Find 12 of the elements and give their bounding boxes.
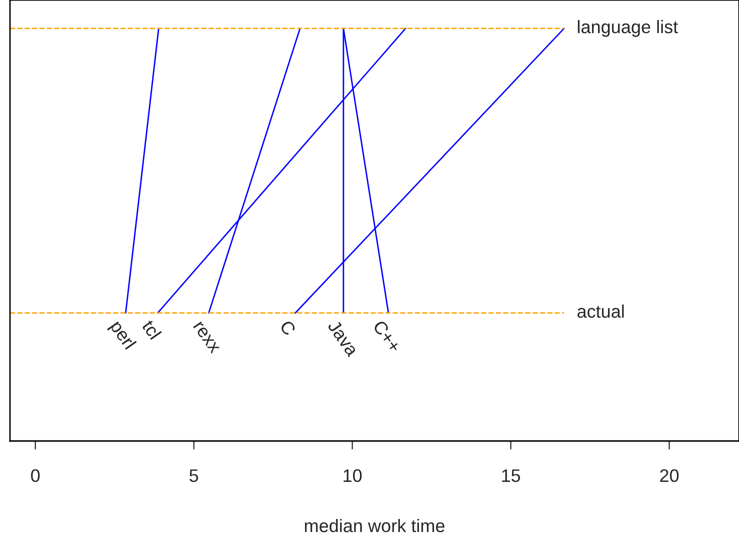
text: C++ [372, 320, 402, 354]
ref-line-label: language list [578, 20, 678, 37]
x-tick-label: 20 [660, 469, 679, 482]
ref-line-label: actual [577, 304, 624, 318]
text: perl [107, 319, 137, 352]
text: tcl [141, 318, 162, 340]
text: C [279, 320, 296, 336]
x-tick-label: 10 [344, 469, 362, 482]
x-axis-title: median work time [304, 518, 444, 532]
x-tick-label: 0 [31, 469, 40, 482]
x-tick-label: 15 [502, 469, 520, 482]
x-tick-label: 5 [190, 469, 198, 482]
